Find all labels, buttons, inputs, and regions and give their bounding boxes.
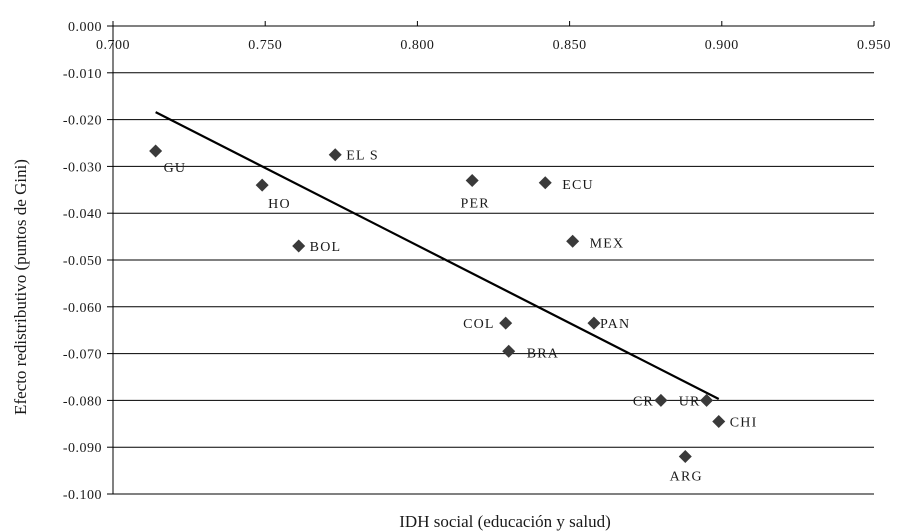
data-point-label: ARG: [670, 470, 703, 485]
data-point-label: CHI: [730, 415, 758, 430]
tick-labels: 0.000 -0.010 -0.020 -0.030 -0.040 -0.050 -0.06…: [63, 20, 891, 503]
data-point-marker: [712, 414, 726, 428]
data-point-label: MEX: [590, 236, 625, 251]
data-point-marker: [587, 316, 601, 330]
data-point-label: PAN: [600, 317, 630, 332]
data-point-label: UR: [679, 394, 701, 409]
data-point-marker: [654, 393, 668, 407]
data-point-marker: [465, 173, 479, 187]
data-point-label: BRA: [527, 346, 559, 361]
y-tick-label: -0.050: [63, 254, 102, 269]
trendline: [155, 111, 720, 400]
y-tick-label: -0.060: [63, 301, 102, 316]
data-point-label: PER: [461, 196, 490, 211]
y-tick-label: -0.020: [63, 114, 102, 129]
data-point-marker: [538, 176, 552, 190]
x-tick-label: 0.950: [857, 38, 891, 53]
data-point-label: EL S: [346, 149, 379, 164]
y-tick-label: -0.010: [63, 67, 102, 82]
y-tick-label: -0.090: [63, 441, 102, 456]
x-tick-label: 0.700: [96, 38, 130, 53]
y-tick-label: -0.080: [63, 394, 102, 409]
data-point-marker: [700, 393, 714, 407]
data-point-marker: [499, 316, 513, 330]
x-tick-label: 0.900: [705, 38, 739, 53]
y-tick-label: -0.030: [63, 160, 102, 175]
data-point-marker: [255, 178, 269, 192]
data-point-marker: [566, 234, 580, 248]
y-tick-label: -0.100: [63, 488, 102, 503]
trendline-group: [155, 111, 720, 400]
data-point-marker: [292, 239, 306, 253]
data-point-marker: [678, 450, 692, 464]
data-point-marker: [502, 344, 516, 358]
data-point-label: CR: [633, 394, 654, 409]
grid-lines: [113, 72, 874, 495]
x-tick-label: 0.800: [400, 38, 434, 53]
data-points: GU HO BOL EL S PER ECU MEX COL PAN BRA CR UR CHI ARG: [149, 144, 758, 485]
y-tick-label: 0.000: [68, 20, 102, 35]
data-point-marker: [149, 144, 163, 158]
data-point-label: HO: [268, 197, 291, 212]
data-point-label: COL: [463, 317, 495, 332]
x-tick-label: 0.850: [553, 38, 587, 53]
axes: [107, 21, 875, 495]
y-tick-label: -0.070: [63, 348, 102, 363]
data-point-label: BOL: [310, 240, 342, 255]
data-point-label: ECU: [562, 178, 594, 193]
x-tick-label: 0.750: [248, 38, 282, 53]
y-axis-title: Efecto redistributivo (puntos de Gini): [11, 159, 30, 415]
data-point-label: GU: [164, 161, 187, 176]
x-axis-title: IDH social (educación y salud): [399, 512, 610, 531]
data-point-marker: [328, 148, 342, 162]
y-tick-label: -0.040: [63, 207, 102, 222]
